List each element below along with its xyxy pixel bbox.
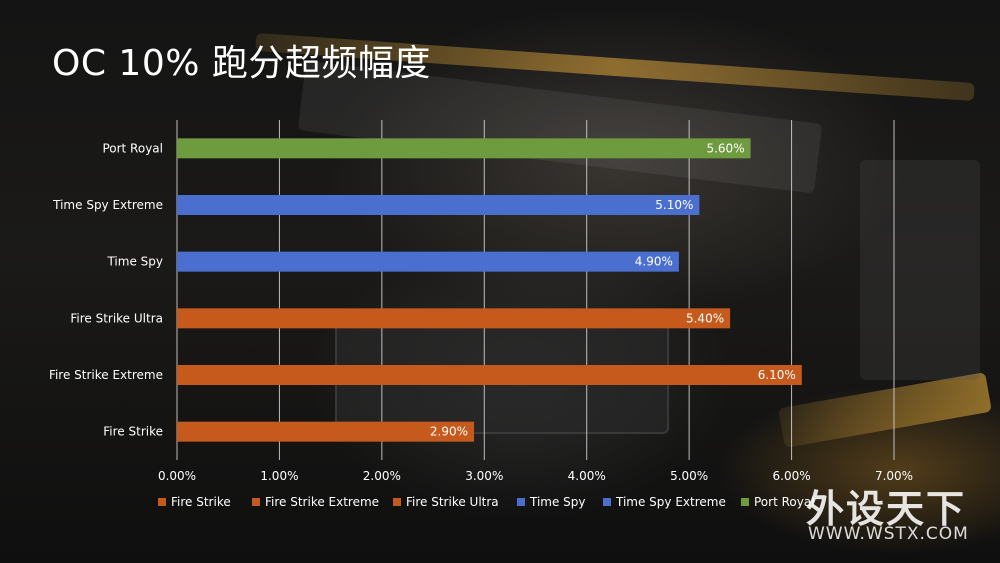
bar (177, 365, 802, 385)
page-title: OC 10% 跑分超频幅度 (52, 43, 431, 84)
category-label: Time Spy (106, 255, 163, 269)
data-label: 5.10% (655, 198, 693, 212)
legend-label: Fire Strike Extreme (265, 495, 379, 509)
data-label: 2.90% (430, 425, 468, 439)
legend-label: Port Royal (754, 495, 815, 509)
x-tick-label: 6.00% (773, 469, 811, 483)
data-label: 6.10% (758, 368, 796, 382)
legend-swatch (517, 498, 525, 506)
data-label: 5.40% (686, 311, 724, 325)
bar (177, 308, 731, 329)
legend-swatch (252, 498, 260, 506)
x-tick-label: 3.00% (465, 469, 503, 483)
legend-swatch (393, 498, 401, 506)
bar (177, 421, 475, 442)
x-tick-label: 1.00% (260, 469, 298, 483)
data-label: 4.90% (635, 255, 673, 269)
bar (177, 138, 751, 159)
legend-swatch (603, 498, 611, 506)
data-label: 5.60% (706, 141, 744, 155)
category-label: Port Royal (102, 141, 163, 155)
x-tick-label: 2.00% (363, 469, 401, 483)
watermark-url: WWW.WSTX.COM (808, 524, 969, 544)
legend-swatch (741, 498, 749, 506)
legend-label: Time Spy Extreme (615, 495, 726, 509)
x-tick-label: 7.00% (875, 469, 913, 483)
legend-swatch (158, 498, 166, 506)
category-label: Fire Strike Extreme (49, 368, 163, 382)
bar (177, 195, 700, 215)
legend-label: Fire Strike Ultra (406, 495, 499, 509)
category-label: Fire Strike (103, 425, 163, 439)
legend-label: Fire Strike (171, 495, 231, 509)
bar (177, 251, 679, 272)
category-label: Time Spy Extreme (52, 198, 163, 212)
category-label: Fire Strike Ultra (70, 311, 163, 325)
watermark-brand: 外设天下 (806, 487, 967, 531)
x-tick-label: 4.00% (568, 469, 606, 483)
x-tick-label: 5.00% (670, 469, 708, 483)
bg-fan (860, 160, 980, 380)
x-tick-label: 0.00% (158, 469, 196, 483)
legend-label: Time Spy (529, 495, 586, 509)
